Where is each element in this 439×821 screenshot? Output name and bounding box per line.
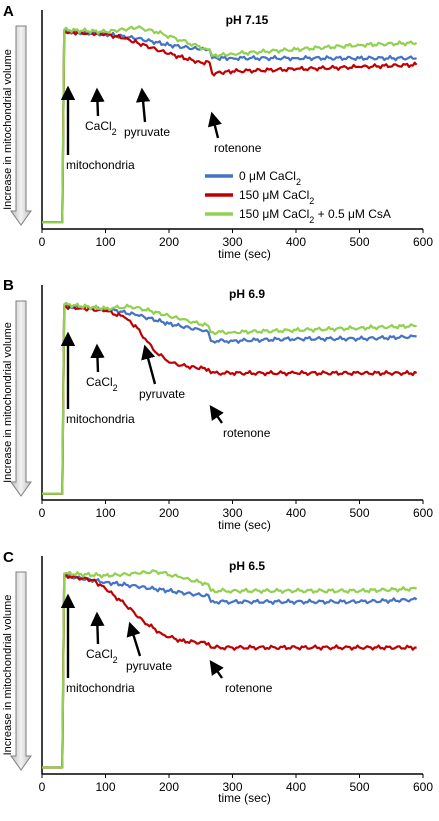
x-tick-label: 100	[95, 506, 115, 520]
x-tick-label: 0	[39, 780, 46, 794]
annotation-subscript: 2	[113, 383, 118, 393]
annotation-label: mitochondria	[66, 412, 135, 426]
panel-letter: C	[3, 549, 14, 566]
legend-entry: 0 μM CaCl2	[239, 169, 301, 187]
annotation-label: CaCl2	[86, 647, 118, 665]
panel-letter: A	[3, 3, 14, 20]
chart-title: pH 6.9	[229, 287, 265, 301]
chart-title: pH 6.5	[229, 559, 265, 573]
series-line-1	[42, 574, 418, 769]
x-tick-label: 200	[159, 506, 179, 520]
series-line-3	[42, 301, 417, 495]
annotation-label: pyruvate	[126, 659, 172, 673]
annotation-arrow	[141, 344, 157, 385]
annotation-label: rotenone	[223, 426, 271, 440]
series-line-3	[42, 25, 418, 224]
annotation-subscript: 2	[113, 655, 118, 665]
volume-arrow-icon	[10, 25, 32, 226]
x-tick-label: 100	[95, 780, 115, 794]
x-tick-label: 300	[222, 506, 242, 520]
legend-entry: 150 μM CaCl2	[239, 188, 314, 206]
series-line-2	[42, 573, 417, 769]
annotation-label: CaCl2	[85, 119, 117, 137]
legend-entry: 150 μM CaCl2 + 0.5 μM CsA	[239, 207, 391, 225]
panel-letter: B	[3, 277, 14, 294]
x-tick-label: 500	[349, 506, 369, 520]
annotation-label: mitochondria	[66, 681, 135, 695]
annotation-label: mitochondria	[66, 158, 135, 172]
x-tick-label: 500	[349, 235, 369, 249]
x-axis-label: time (sec)	[218, 247, 271, 261]
chart-panel-c: C Increase in mitochondrial volume 0 100 200…	[2, 549, 433, 805]
annotation-arrow	[90, 87, 105, 117]
annotation-arrow	[209, 660, 224, 679]
series-line-2	[42, 304, 418, 495]
x-tick-label: 400	[286, 506, 306, 520]
chart-panel-a: A Increase in mitochondrial volume 0 100 200…	[2, 3, 433, 261]
annotation-arrow	[90, 343, 105, 373]
volume-arrow-icon	[10, 300, 32, 497]
x-tick-label: 0	[39, 235, 46, 249]
x-tick-label: 600	[413, 235, 433, 249]
annotation-label: rotenone	[225, 681, 273, 695]
x-tick-label: 200	[159, 780, 179, 794]
x-tick-label: 300	[222, 780, 242, 794]
x-tick-label: 300	[222, 235, 242, 249]
annotation-label: CaCl2	[86, 375, 118, 393]
chart-panel-b: B Increase in mitochondrial volume 0 100 200…	[2, 277, 433, 532]
annotation-label: pyruvate	[124, 125, 170, 139]
x-axis-label: time (sec)	[218, 791, 271, 805]
series-line-1	[42, 304, 417, 495]
y-axis-label: Increase in mitochondrial volume	[2, 322, 14, 483]
y-axis-label: Increase in mitochondrial volume	[2, 49, 14, 210]
annotation-arrow	[135, 87, 151, 123]
x-tick-label: 200	[159, 235, 179, 249]
annotation-arrow	[209, 405, 224, 424]
series-line-1	[42, 29, 417, 224]
y-axis-label: Increase in mitochondrial volume	[2, 595, 14, 756]
x-tick-label: 600	[413, 780, 433, 794]
chart-title: pH 7.15	[226, 13, 269, 27]
x-tick-label: 400	[286, 780, 306, 794]
annotation-arrow	[90, 611, 105, 645]
annotation-arrow	[207, 111, 222, 139]
x-tick-label: 600	[413, 506, 433, 520]
x-tick-label: 100	[95, 235, 115, 249]
x-axis-label: time (sec)	[218, 518, 271, 532]
x-tick-label: 500	[349, 780, 369, 794]
annotation-label: rotenone	[214, 141, 262, 155]
volume-arrow-icon	[10, 571, 32, 771]
x-tick-label: 400	[286, 235, 306, 249]
annotation-arrow	[126, 621, 142, 657]
series-line-3	[42, 569, 418, 769]
annotation-label: pyruvate	[139, 387, 185, 401]
series-line-2	[42, 29, 418, 224]
annotation-subscript: 2	[112, 127, 117, 137]
x-tick-label: 0	[39, 506, 46, 520]
